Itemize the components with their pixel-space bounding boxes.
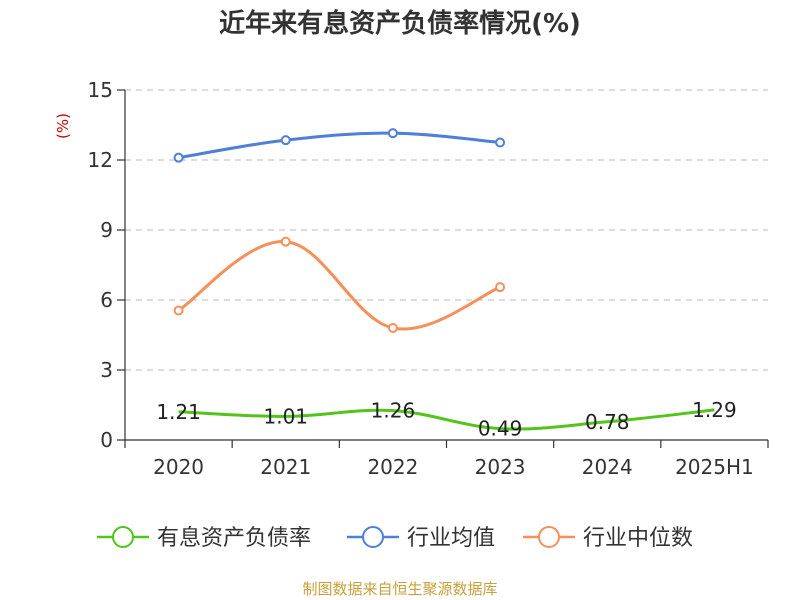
series-2 bbox=[173, 236, 506, 333]
data-point bbox=[173, 152, 184, 163]
chart-title: 近年来有息资产负债率情况(%) bbox=[219, 8, 581, 39]
legend-label: 行业中位数 bbox=[583, 526, 693, 551]
series-line-0 bbox=[178, 408, 715, 431]
data-label: 0.78 bbox=[585, 410, 630, 434]
data-point bbox=[387, 128, 398, 139]
legend: 有息资产负债率 行业均值 行业中位数 bbox=[97, 526, 693, 551]
data-label: 0.49 bbox=[478, 417, 523, 441]
x-tick-label: 2020 bbox=[153, 455, 204, 479]
series-line-2 bbox=[177, 240, 501, 331]
data-label: 1.26 bbox=[371, 399, 416, 423]
y-tick-label: 6 bbox=[100, 288, 113, 312]
series-1 bbox=[173, 128, 506, 163]
data-label: 1.29 bbox=[692, 398, 737, 422]
legend-item-0: 有息资产负债率 bbox=[97, 526, 311, 551]
data-point bbox=[280, 236, 291, 247]
x-tick-label: 2022 bbox=[367, 455, 418, 479]
legend-marker bbox=[538, 526, 560, 548]
data-point bbox=[173, 305, 184, 316]
x-tick-label: 2023 bbox=[475, 455, 526, 479]
series-0 bbox=[178, 408, 715, 431]
y-axis-label: (%) bbox=[54, 113, 72, 139]
grid-lines bbox=[125, 89, 768, 371]
legend-label: 有息资产负债率 bbox=[157, 526, 311, 551]
data-point bbox=[387, 323, 398, 333]
x-tick-label: 2025H1 bbox=[675, 455, 754, 479]
y-tick-label: 15 bbox=[88, 78, 113, 102]
legend-label: 行业均值 bbox=[407, 526, 495, 551]
y-tick-label: 3 bbox=[100, 358, 113, 382]
data-point bbox=[280, 135, 291, 146]
x-tick-label: 2021 bbox=[260, 455, 311, 479]
legend-item-1: 行业均值 bbox=[347, 526, 495, 551]
data-labels: 1.21 1.01 1.26 0.49 0.78 1.29 bbox=[156, 398, 736, 441]
series-line-1 bbox=[178, 131, 501, 160]
y-tick-label: 9 bbox=[100, 218, 113, 242]
data-label: 1.21 bbox=[156, 400, 201, 424]
legend-marker bbox=[362, 526, 384, 548]
y-tick-label: 0 bbox=[100, 428, 113, 452]
legend-marker bbox=[112, 526, 134, 548]
y-tick-label: 12 bbox=[88, 148, 113, 172]
axes: 0 3 6 9 12 15 2020 2021 2022 2023 2024 2025H1 bbox=[88, 78, 769, 479]
source-note: 制图数据来自恒生聚源数据库 bbox=[302, 580, 497, 598]
data-point bbox=[495, 137, 506, 148]
series-lines bbox=[173, 128, 715, 431]
data-point bbox=[495, 282, 506, 293]
legend-item-2: 行业中位数 bbox=[523, 526, 693, 551]
data-label: 1.01 bbox=[263, 404, 308, 428]
x-tick-label: 2024 bbox=[582, 455, 633, 479]
